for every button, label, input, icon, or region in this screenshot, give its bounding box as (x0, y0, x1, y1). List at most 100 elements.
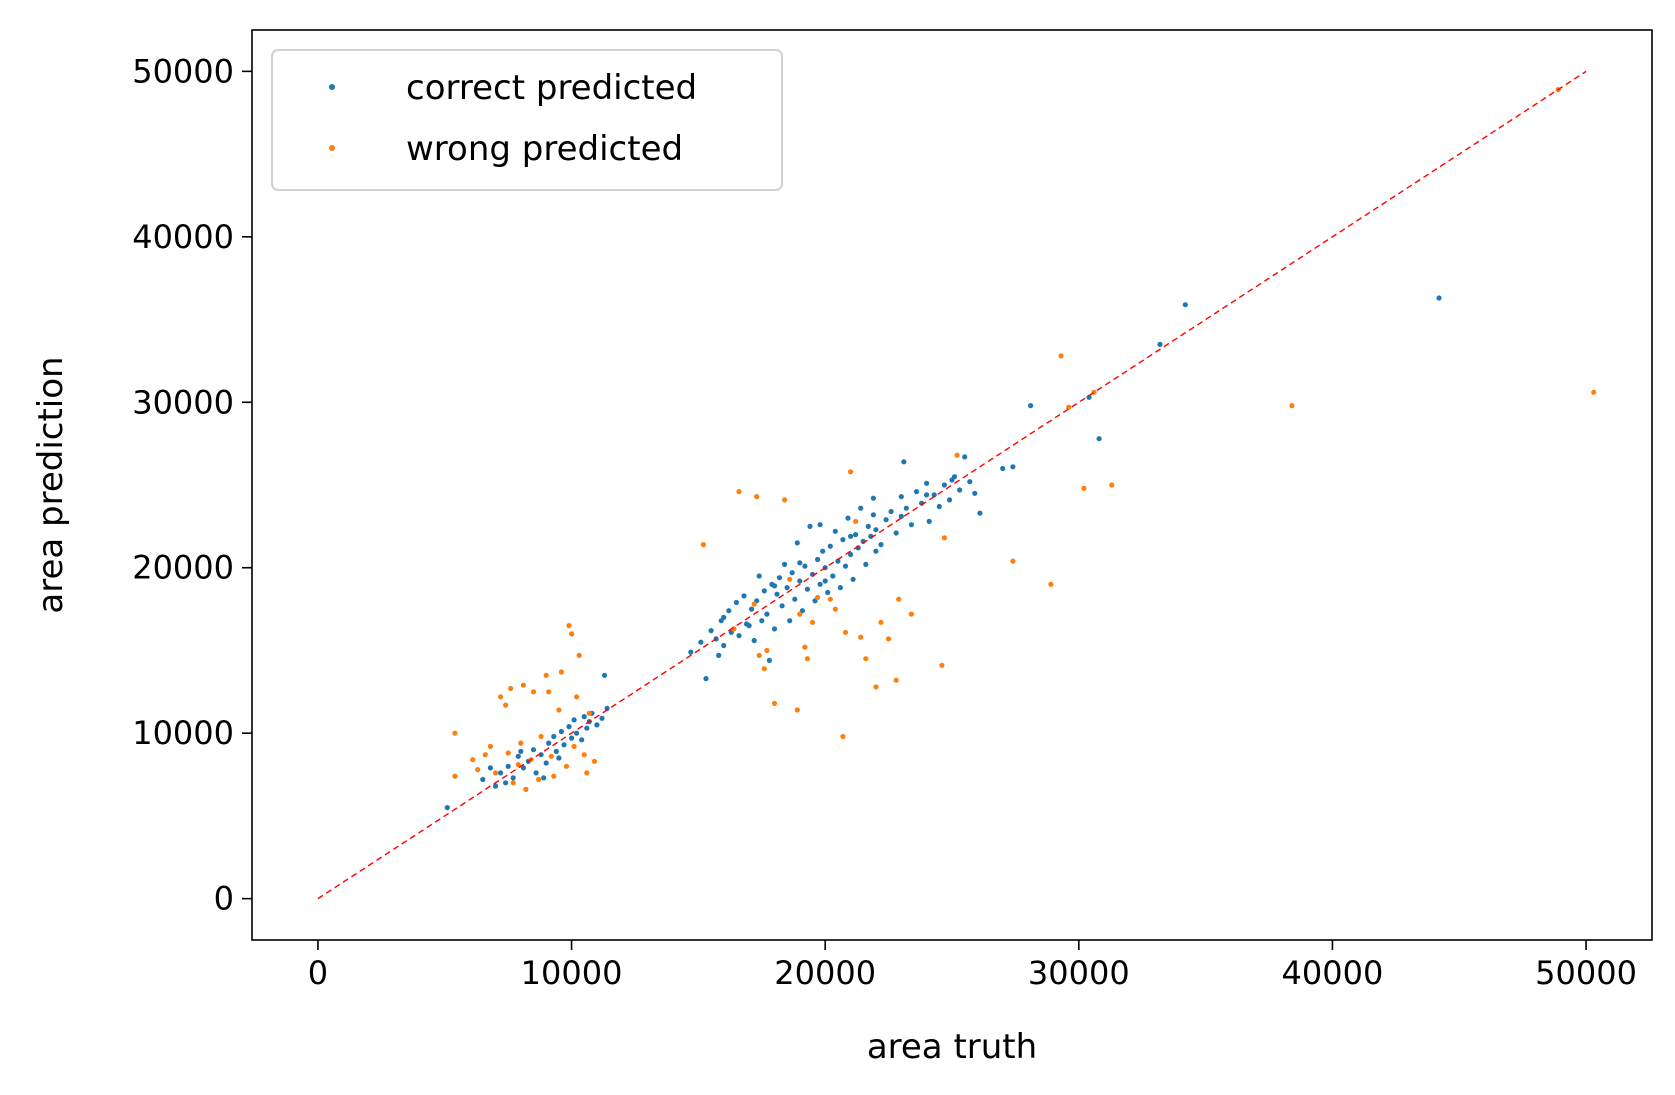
scatter-point (576, 652, 582, 659)
scatter-point (850, 576, 856, 582)
scatter-point (1591, 389, 1597, 395)
scatter-point (898, 494, 904, 500)
scatter-point (1096, 436, 1102, 442)
scatter-point (505, 763, 511, 769)
scatter-point (913, 489, 920, 495)
scatter-point (954, 452, 960, 458)
scatter-point (845, 515, 851, 521)
scatter-point (556, 755, 562, 761)
scatter-point (518, 748, 524, 755)
scatter-point (863, 656, 869, 662)
scatter-point (957, 487, 963, 493)
scatter-point (480, 776, 486, 783)
scatter-point (688, 649, 694, 655)
scatter-point (797, 611, 803, 617)
y-tick-label: 10000 (132, 714, 234, 752)
scatter-point (830, 573, 836, 579)
scatter-point (756, 652, 762, 659)
scatter-point (870, 495, 877, 501)
scatter-point (893, 530, 899, 536)
scatter-point (893, 677, 899, 683)
scatter-point (700, 542, 707, 548)
scatter-point (498, 770, 504, 776)
scatter-point (584, 770, 590, 776)
scatter-point (594, 722, 600, 728)
scatter-point (898, 513, 904, 520)
scatter-point (896, 596, 902, 602)
scatter-point (482, 752, 488, 758)
scatter-point (901, 459, 907, 465)
scatter-point (538, 733, 544, 740)
x-axis-label: area truth (867, 1027, 1037, 1067)
reference-line (317, 70, 1587, 900)
scatter-point (1048, 581, 1054, 587)
legend-marker (329, 145, 335, 151)
scatter-point (759, 618, 765, 624)
scatter-point (936, 503, 942, 510)
scatter-point (754, 494, 760, 500)
scatter-point (779, 603, 785, 609)
scatter-point (848, 469, 854, 475)
scatter-point (771, 583, 778, 589)
scatter-point (1436, 295, 1442, 301)
y-tick-label: 40000 (132, 218, 234, 256)
scatter-point (510, 780, 516, 786)
series-wrong-points (452, 87, 1597, 793)
scatter-point (878, 619, 884, 625)
scatter-point (873, 527, 879, 533)
scatter-point (870, 512, 877, 518)
scatter-point (571, 743, 577, 750)
scatter-point (452, 773, 458, 779)
y-tick-label: 50000 (132, 52, 234, 90)
scatter-point (809, 619, 816, 625)
scatter-point (505, 750, 511, 756)
scatter-point (848, 533, 854, 539)
scatter-point (543, 760, 549, 766)
scatter-point (858, 505, 864, 511)
y-axis-label: area prediction (31, 356, 71, 613)
scatter-point (523, 786, 529, 793)
scatter-point (787, 576, 793, 582)
scatter-point (941, 535, 948, 541)
plot-marks (317, 70, 1597, 900)
scatter-point (1289, 403, 1295, 409)
scatter-point (842, 629, 849, 635)
scatter-point (815, 594, 821, 601)
scatter-point (792, 596, 798, 602)
scatter-point (771, 700, 778, 707)
scatter-point (566, 724, 572, 730)
scatter-point (601, 672, 608, 678)
scatter-point (853, 532, 859, 538)
scatter-point (492, 783, 499, 789)
scatter-point (878, 542, 884, 548)
scatter-point (515, 762, 521, 768)
scatter-point (1010, 464, 1016, 470)
scatter-point (749, 606, 755, 612)
scatter-point (563, 763, 570, 769)
scatter-point (817, 522, 823, 528)
scatter-point (776, 575, 783, 581)
scatter-point (886, 636, 892, 642)
scatter-point (698, 639, 704, 645)
scatter-point (883, 517, 889, 523)
scatter-point (827, 543, 833, 549)
scatter-point (1010, 558, 1016, 564)
scatter-point (802, 644, 808, 650)
scatter-point (794, 540, 800, 546)
scatter-point (761, 666, 767, 672)
scatter-point (721, 642, 727, 649)
series-correct-points (444, 295, 1442, 811)
scatter-point (561, 742, 567, 748)
scatter-point (586, 710, 592, 716)
scatter-point (835, 558, 841, 564)
scatter-point (444, 805, 450, 811)
scatter-point (510, 775, 516, 781)
scatter-point (946, 497, 953, 503)
scatter-point (972, 490, 978, 496)
scatter-point (508, 685, 514, 692)
scatter-point (873, 548, 879, 554)
scatter-point (926, 518, 932, 525)
scatter-point (556, 707, 562, 713)
scatter-point (703, 676, 709, 682)
